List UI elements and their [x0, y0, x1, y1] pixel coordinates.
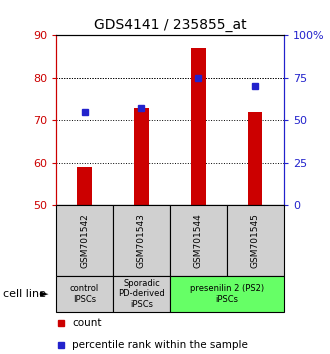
Bar	[113, 276, 170, 312]
Text: count: count	[72, 318, 102, 329]
Text: Sporadic
PD-derived
iPSCs: Sporadic PD-derived iPSCs	[118, 279, 165, 309]
Bar	[56, 205, 113, 276]
Bar	[248, 112, 262, 205]
Bar	[113, 205, 170, 276]
Title: GDS4141 / 235855_at: GDS4141 / 235855_at	[94, 18, 246, 32]
Text: GSM701544: GSM701544	[194, 213, 203, 268]
Text: cell line: cell line	[3, 289, 46, 299]
Text: GSM701543: GSM701543	[137, 213, 146, 268]
Bar	[191, 48, 206, 205]
Text: GSM701542: GSM701542	[80, 213, 89, 268]
Bar	[78, 167, 92, 205]
Text: percentile rank within the sample: percentile rank within the sample	[72, 339, 248, 350]
Bar	[170, 276, 284, 312]
Bar	[134, 108, 148, 205]
Bar	[56, 276, 113, 312]
Text: control
IPSCs: control IPSCs	[70, 284, 99, 303]
Text: presenilin 2 (PS2)
iPSCs: presenilin 2 (PS2) iPSCs	[190, 284, 264, 303]
Bar	[170, 205, 227, 276]
Bar	[227, 205, 284, 276]
Text: GSM701545: GSM701545	[251, 213, 260, 268]
Text: ►: ►	[40, 289, 49, 299]
